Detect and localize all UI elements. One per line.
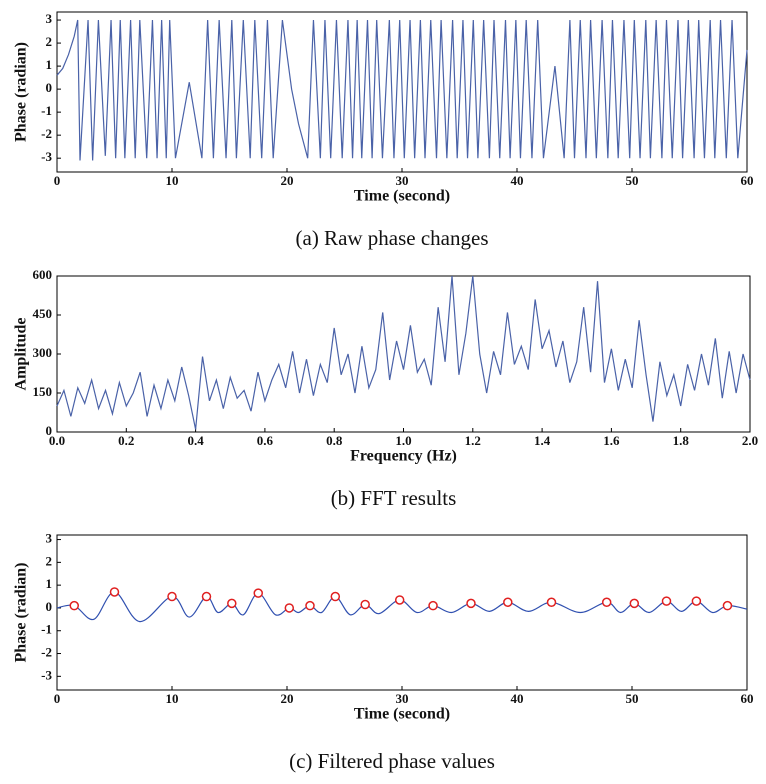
x-tick-label: 50 <box>626 173 639 188</box>
x-tick-label: 1.6 <box>603 433 620 448</box>
x-tick-label: 0.6 <box>257 433 274 448</box>
peak-marker <box>109 587 120 597</box>
plot-frame <box>56 534 748 691</box>
y-tick-label: 2 <box>46 34 53 49</box>
x-tick-label: 40 <box>511 691 524 706</box>
y-tick-label: 3 <box>46 531 53 546</box>
x-tick-label: 50 <box>626 691 639 706</box>
x-tick-label: 30 <box>396 691 409 706</box>
peak-marker <box>466 598 476 609</box>
peak-marker <box>284 603 295 613</box>
x-tick-label: 2.0 <box>742 433 758 448</box>
caption: (c) Filtered phase values <box>289 749 495 773</box>
caption: (b) FFT results <box>331 486 457 510</box>
x-tick-label: 60 <box>741 691 754 706</box>
x-tick-label: 0 <box>54 691 61 706</box>
y-tick-label: 150 <box>33 384 53 399</box>
peak-marker <box>503 597 513 607</box>
peak-marker <box>69 600 79 611</box>
y-tick-label: -2 <box>41 126 52 141</box>
y-tick-label: 1 <box>46 57 53 72</box>
y-tick-label: -1 <box>41 103 52 118</box>
y-axis-title: Amplitude <box>13 318 30 391</box>
peak-marker <box>201 591 212 602</box>
caption: (a) Raw phase changes <box>296 226 489 250</box>
y-tick-label: 0 <box>46 599 53 614</box>
x-tick-label: 1.0 <box>395 433 411 448</box>
line-series <box>56 19 748 161</box>
x-tick-label: 0.0 <box>49 433 65 448</box>
peak-marker <box>360 599 370 610</box>
x-tick-label: 10 <box>166 691 179 706</box>
x-tick-label: 1.8 <box>673 433 690 448</box>
peak-marker <box>330 591 341 602</box>
x-axis-title: Time (second) <box>354 188 450 205</box>
y-axis-title: Phase (radian) <box>13 42 30 142</box>
y-tick-label: 450 <box>33 306 53 321</box>
peak-marker <box>167 591 177 602</box>
x-tick-label: 0.2 <box>118 433 134 448</box>
x-tick-label: 10 <box>166 173 179 188</box>
y-tick-label: -3 <box>41 149 52 164</box>
peak-marker <box>601 597 612 607</box>
x-tick-label: 20 <box>281 691 294 706</box>
peak-marker <box>661 596 672 606</box>
x-tick-label: 0.8 <box>326 433 343 448</box>
peak-marker <box>722 600 733 611</box>
peak-marker <box>394 595 405 605</box>
y-tick-label: 0 <box>46 423 53 438</box>
x-tick-label: 0.4 <box>187 433 204 448</box>
peak-marker <box>305 600 315 611</box>
x-tick-label: 40 <box>511 173 524 188</box>
y-tick-label: -2 <box>41 645 52 660</box>
peak-marker <box>691 596 702 606</box>
peak-marker <box>227 598 237 609</box>
x-axis-title: Frequency (Hz) <box>350 448 457 465</box>
peak-marker <box>546 597 557 607</box>
y-tick-label: 3 <box>46 11 53 26</box>
x-tick-label: 0 <box>54 173 61 188</box>
y-tick-label: 0 <box>46 80 53 95</box>
peak-marker <box>428 600 438 611</box>
y-tick-label: 600 <box>33 267 53 282</box>
line-series <box>56 275 751 430</box>
x-tick-label: 60 <box>741 173 754 188</box>
peak-marker <box>629 598 640 609</box>
chart: 0 150 300 450 600 0.0 0.2 0.4 0.6 0.8 1.0 1.2 1.4 1.6… <box>13 267 758 510</box>
x-axis-title: Time (second) <box>354 706 450 723</box>
x-tick-label: 30 <box>396 173 409 188</box>
x-tick-label: 1.4 <box>534 433 551 448</box>
x-tick-label: 20 <box>281 173 294 188</box>
y-tick-label: 2 <box>46 553 53 568</box>
y-tick-label: -3 <box>41 667 52 682</box>
peak-marker <box>253 588 263 598</box>
y-tick-label: 1 <box>46 576 53 591</box>
x-tick-label: 1.2 <box>465 433 481 448</box>
y-axis-title: Phase (radian) <box>13 563 30 663</box>
y-tick-label: -1 <box>41 622 52 637</box>
y-tick-label: 300 <box>33 345 53 360</box>
